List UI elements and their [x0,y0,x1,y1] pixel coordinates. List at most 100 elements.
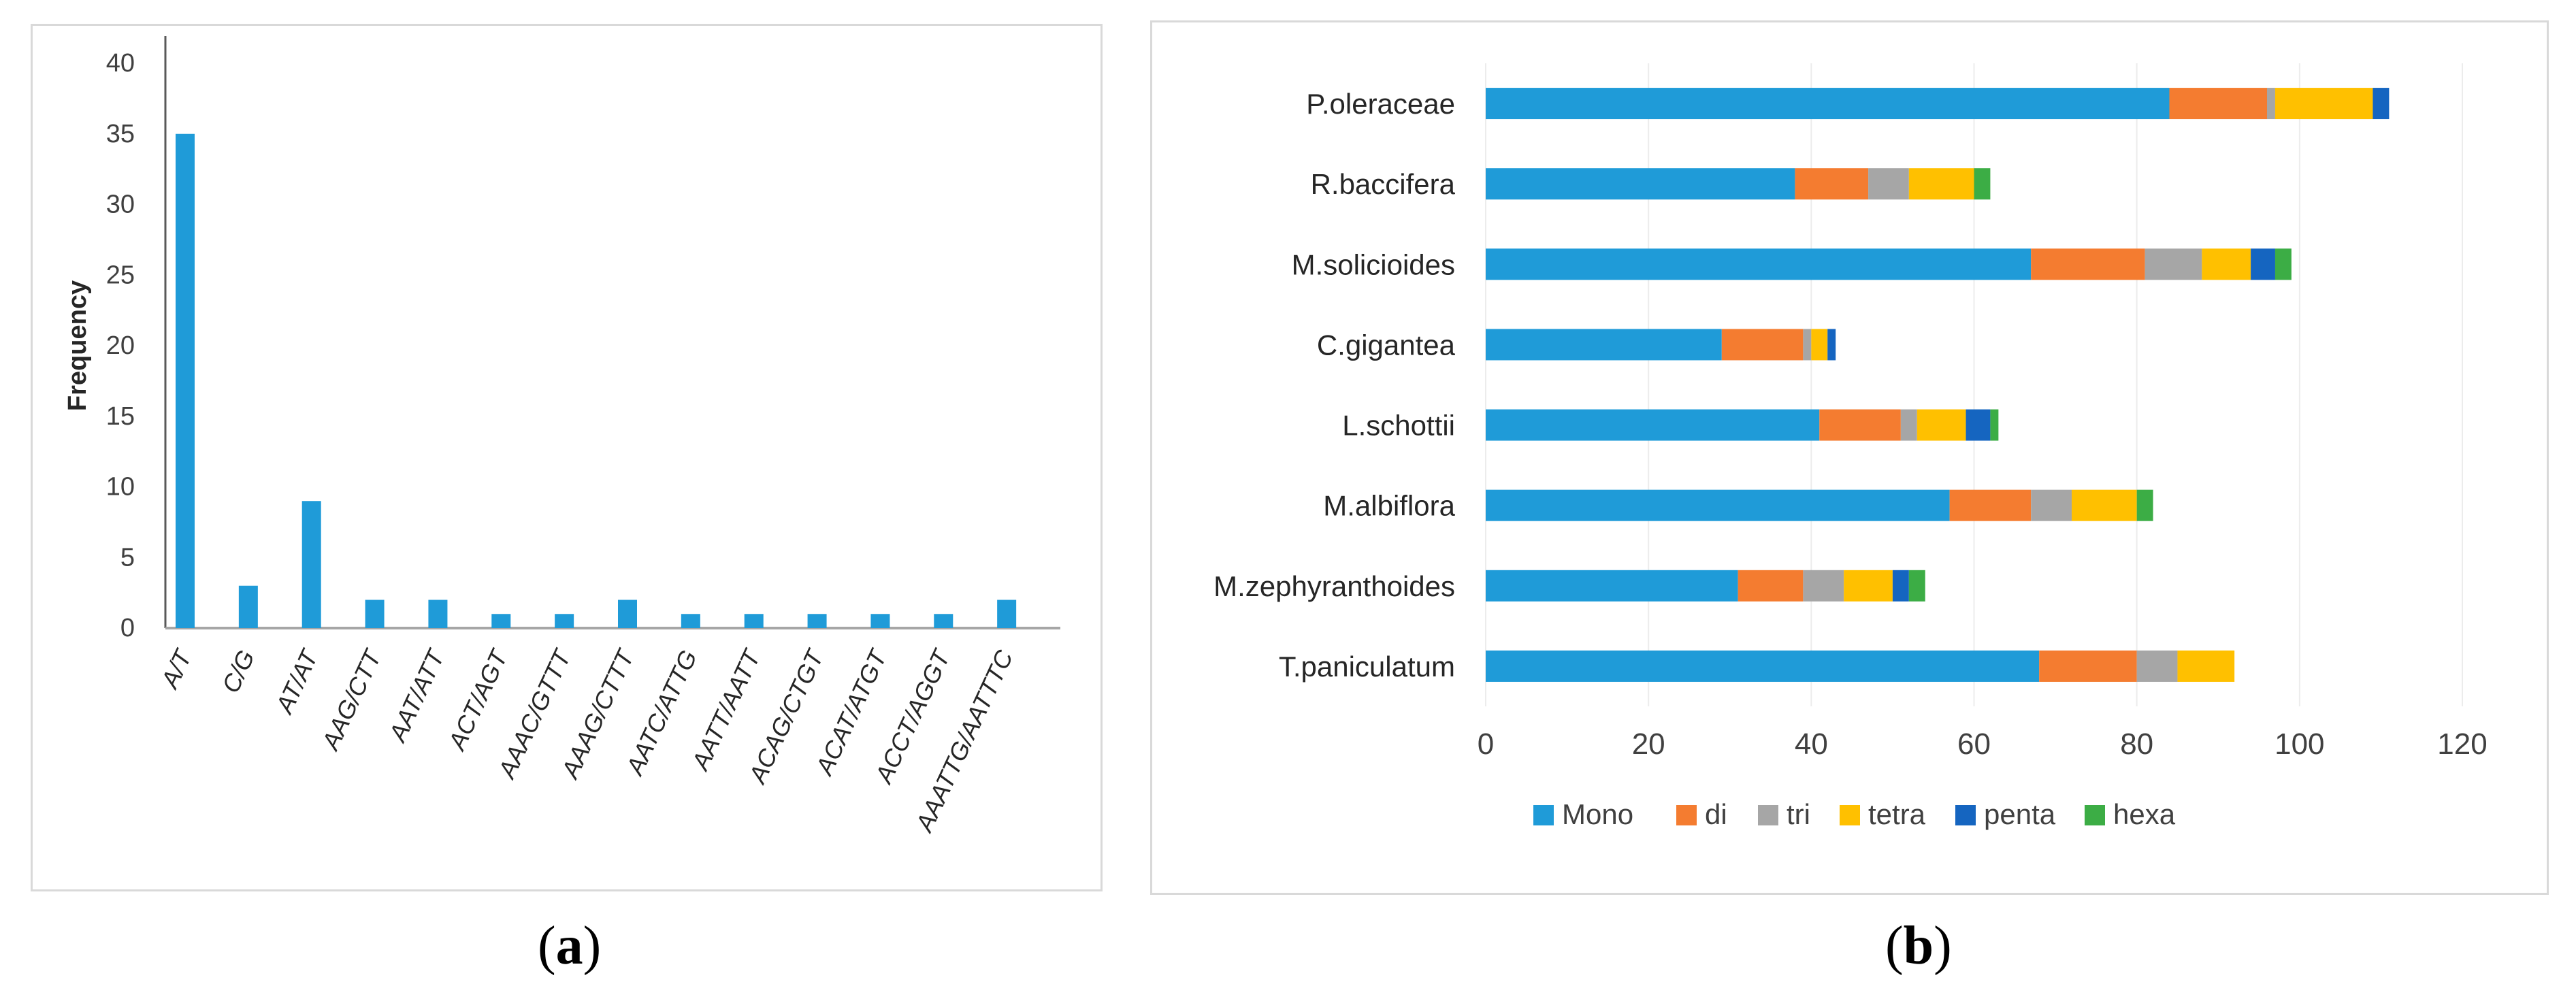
bar-tetra-m-zephyranthoides [1844,570,1893,602]
bar-acct-aggt [934,614,953,628]
y-category-label: L.schottii [1342,410,1455,442]
bar-tetra-t-paniculatum [2177,650,2235,682]
bar-mono-m-solicioides [1486,248,2032,280]
bar-tetra-c-gigantea [1811,329,1828,361]
y-tick-label: 40 [106,49,135,78]
legend-swatch-penta [1955,805,1976,825]
caption-a: (a) [538,916,602,976]
bar-penta-m-solicioides [2251,248,2275,280]
y-tick-label: 0 [120,614,135,642]
x-tick-label: C/G [216,646,260,697]
bar-di-m-albiflora [1949,489,2032,521]
bar-penta-m-zephyranthoides [1892,570,1909,602]
bar-aag-ctt [365,600,385,628]
bar-aaattg-aatttc [997,600,1017,628]
y-category-label: M.zephyranthoides [1213,570,1455,602]
bar-penta-l-schottii [1966,409,1991,441]
bar-a-t [176,133,195,628]
y-tick-label: 25 [106,261,135,289]
bar-aaag-cttt [618,600,637,628]
bar-mono-t-paniculatum [1486,650,2040,682]
y-category-label: P.oleraceae [1306,88,1455,120]
bar-act-agt [491,614,511,628]
bar-acat-atgt [870,614,890,628]
bar-di-t-paniculatum [2039,650,2137,682]
legend-label-penta: penta [1984,798,2056,830]
bar-di-c-gigantea [1721,329,1804,361]
bar-tetra-r-baccifera [1908,168,1974,200]
legend-swatch-tetra [1840,805,1860,825]
bar-mono-m-zephyranthoides [1486,570,1738,602]
legend-label-tetra: tetra [1868,798,1926,830]
y-category-label: M.solicioides [1292,248,1455,280]
bar-di-p-oleraceae [2169,88,2267,120]
bar-hexa-r-baccifera [1974,168,1991,200]
x-tick-label: 40 [1795,727,1828,761]
bar-tri-l-schottii [1900,409,1917,441]
bar-mono-r-baccifera [1486,168,1795,200]
frequency-bar-chart: 0 5 10 15 20 25 30 35 40 Frequency A/T C/G AT/ATAAG/… [63,36,1060,837]
bar-penta-c-gigantea [1827,329,1836,361]
bar-tetra-m-solicioides [2202,248,2251,280]
x-tick-label: AAT/ATT [382,644,451,746]
y-tick-label: 10 [106,473,135,502]
bar-di-m-zephyranthoides [1738,570,1804,602]
chart-panel-b: 0 20 40 60 80 100 120 P.oleraceae R.baccifera M.s… [1150,20,2549,895]
bar-hexa-m-solicioides [2275,248,2292,280]
y-tick-label: 35 [106,120,135,148]
x-tick-label: 0 [1478,727,1494,761]
x-tick-label: 60 [1957,727,1991,761]
bar-mono-m-albiflora [1486,489,1950,521]
legend-swatch-hexa [2085,805,2105,825]
bar-mono-p-oleraceae [1486,88,2170,120]
bar-hexa-l-schottii [1990,409,1999,441]
bar-aatt-aatt [744,614,764,628]
caption-b: (b) [1885,916,1952,976]
x-tick-label: 20 [1632,727,1665,761]
legend-label-tri: tri [1787,798,1810,830]
bar-at-at [301,501,321,628]
bar-mono-c-gigantea [1486,329,1722,361]
x-tick-label: 80 [2120,727,2153,761]
bar-acag-ctgt [807,614,827,628]
bar-aaac-gttt [555,614,574,628]
bar-aatc-attg [681,614,700,628]
bar-hexa-m-albiflora [2136,489,2153,521]
bar-mono-l-schottii [1486,409,1820,441]
y-tick-label: 30 [106,191,135,219]
x-tick-label: AT/AT [270,644,324,718]
chart-panel-a: 0 5 10 15 20 25 30 35 40 Frequency A/T C/G AT/AT AAG/… [31,24,1103,891]
bar-c-g [238,585,258,628]
caption-b-letter: b [1903,916,1934,976]
legend-swatch-tri [1758,805,1778,825]
legend-swatch-di [1676,805,1697,825]
y-category-label: T.paniculatum [1279,651,1455,683]
y-axis-title: Frequency [63,280,92,411]
bar-aat-att [428,600,448,628]
y-tick-label: 15 [106,402,135,431]
x-tick-label: AAG/CTT [316,644,387,755]
bar-di-m-solicioides [2031,248,2145,280]
legend-swatch-mono [1533,805,1554,825]
bar-di-r-baccifera [1795,168,1869,200]
caption-a-letter: a [555,916,583,976]
bar-tri-m-solicioides [2145,248,2202,280]
bar-tri-c-gigantea [1803,329,1812,361]
stacked-repeat-bar-chart: 0 20 40 60 80 100 120 P.oleraceae R.baccifera M.s… [1213,63,2488,830]
bar-tri-p-oleraceae [2267,88,2275,120]
bar-tri-r-baccifera [1868,168,1909,200]
legend-label-hexa: hexa [2113,798,2176,830]
x-tick-label: 100 [2275,727,2324,761]
bar-tri-m-albiflora [2031,489,2072,521]
y-category-label: R.baccifera [1311,168,1456,200]
y-tick-label: 5 [120,543,135,572]
bar-tri-t-paniculatum [2136,650,2178,682]
bar-tetra-l-schottii [1917,409,1966,441]
y-tick-label: 20 [106,331,135,360]
y-category-label: M.albiflora [1323,490,1455,522]
legend-label-mono: Mono [1562,798,1633,830]
bar-tetra-m-albiflora [2072,489,2137,521]
bar-tetra-p-oleraceae [2275,88,2373,120]
bar-di-l-schottii [1819,409,1901,441]
bar-tri-m-zephyranthoides [1803,570,1844,602]
